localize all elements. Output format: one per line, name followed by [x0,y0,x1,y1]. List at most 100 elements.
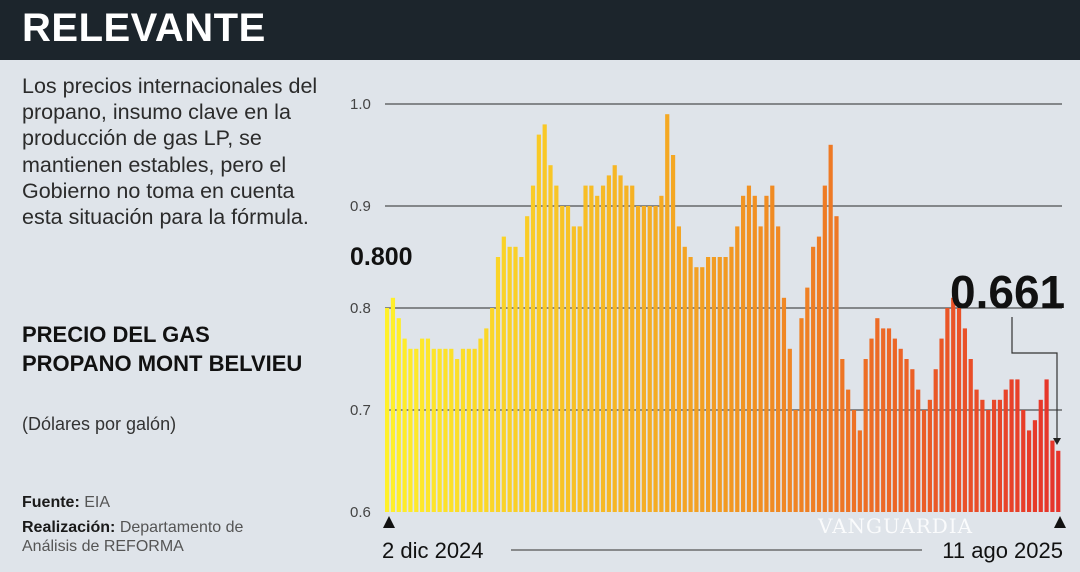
bar [857,430,862,512]
bar [536,134,541,512]
bar [916,389,921,512]
bar [781,297,787,512]
bar [466,348,471,512]
end-marker-icon [1054,516,1066,528]
bar [396,318,401,512]
bar [811,246,816,513]
bar [507,246,512,513]
bar [1003,389,1008,512]
bar [624,185,629,512]
bar [431,348,436,512]
bar [525,216,530,512]
bar [805,287,810,512]
bar [840,359,845,512]
bar [449,348,454,512]
bar [898,348,903,512]
bar [787,348,792,512]
bar [1038,399,1043,512]
bar [408,348,413,512]
bar [443,348,448,512]
bar [1032,420,1038,512]
chart-unit-label: (Dólares por galón) [22,414,177,434]
bar [1026,430,1032,512]
chart-title: PRECIO DEL GAS PROPANO MONT BELVIEU [22,322,303,376]
annotations: 0.800 0.661 2 dic 2024 11 ago 2025 [350,243,1066,563]
bar [1015,379,1020,512]
bar [600,185,606,512]
bar [723,257,728,512]
bar [1009,379,1014,512]
bar [939,338,944,512]
bar [1050,440,1055,512]
bar [513,246,518,513]
credit-label: Realización: [22,519,116,536]
bar [991,399,997,512]
bar [682,246,687,513]
bar [420,338,425,512]
y-tick-label: 0.8 [350,300,371,317]
bar [974,389,979,512]
source-value: EIA [84,494,111,511]
bar [414,348,419,512]
bar [612,165,617,512]
bar [705,257,711,512]
bar [921,410,927,512]
bar [595,195,600,513]
bar [846,389,851,512]
bar [758,226,763,512]
bar [571,226,576,512]
bar [869,338,874,512]
bar [770,185,775,512]
header-title: RELEVANTE [22,6,266,50]
credit-value: Departamento de Análisis de REFORMA [22,519,244,555]
bar [933,369,938,512]
bar [951,297,956,512]
bar [425,338,431,512]
bar [822,185,827,512]
last-value-leader-line [1011,317,1058,440]
bar [968,359,973,512]
bar [530,185,536,512]
bar [390,297,396,512]
bar [962,328,967,512]
bar [688,257,693,512]
start-marker-icon [383,516,395,528]
x-start-label: 2 dic 2024 [382,538,484,563]
source-line: Fuente: EIA [22,494,110,512]
bar [554,185,559,512]
bar [577,226,582,512]
bar [583,185,588,512]
bar [653,206,658,512]
last-value-arrow-icon [1053,438,1061,445]
bar [875,318,880,512]
y-tick-label: 0.6 [350,504,371,521]
bar [956,308,962,512]
last-value-label: 0.661 [950,266,1065,318]
bar [560,206,565,512]
y-tick-label: 0.9 [350,198,371,215]
bar [676,226,682,512]
bar [665,114,670,512]
x-end-label: 11 ago 2025 [942,538,1063,563]
bar [670,155,676,512]
bar [589,185,594,512]
bar [776,226,781,512]
bar [519,257,524,512]
bar [752,195,757,513]
bar [980,399,985,512]
bar [635,206,641,512]
bar [641,206,646,512]
bar [746,185,752,512]
source-label: Fuente: [22,494,80,511]
bar [606,175,611,512]
bar [945,308,950,512]
description-text: Los precios internacionales del propano,… [22,74,318,230]
bar [385,308,390,512]
bar [910,369,915,512]
bar [764,195,769,513]
y-tick-label: 0.7 [350,402,371,419]
bar [1056,450,1061,512]
bar [799,318,804,512]
bar [402,338,407,512]
